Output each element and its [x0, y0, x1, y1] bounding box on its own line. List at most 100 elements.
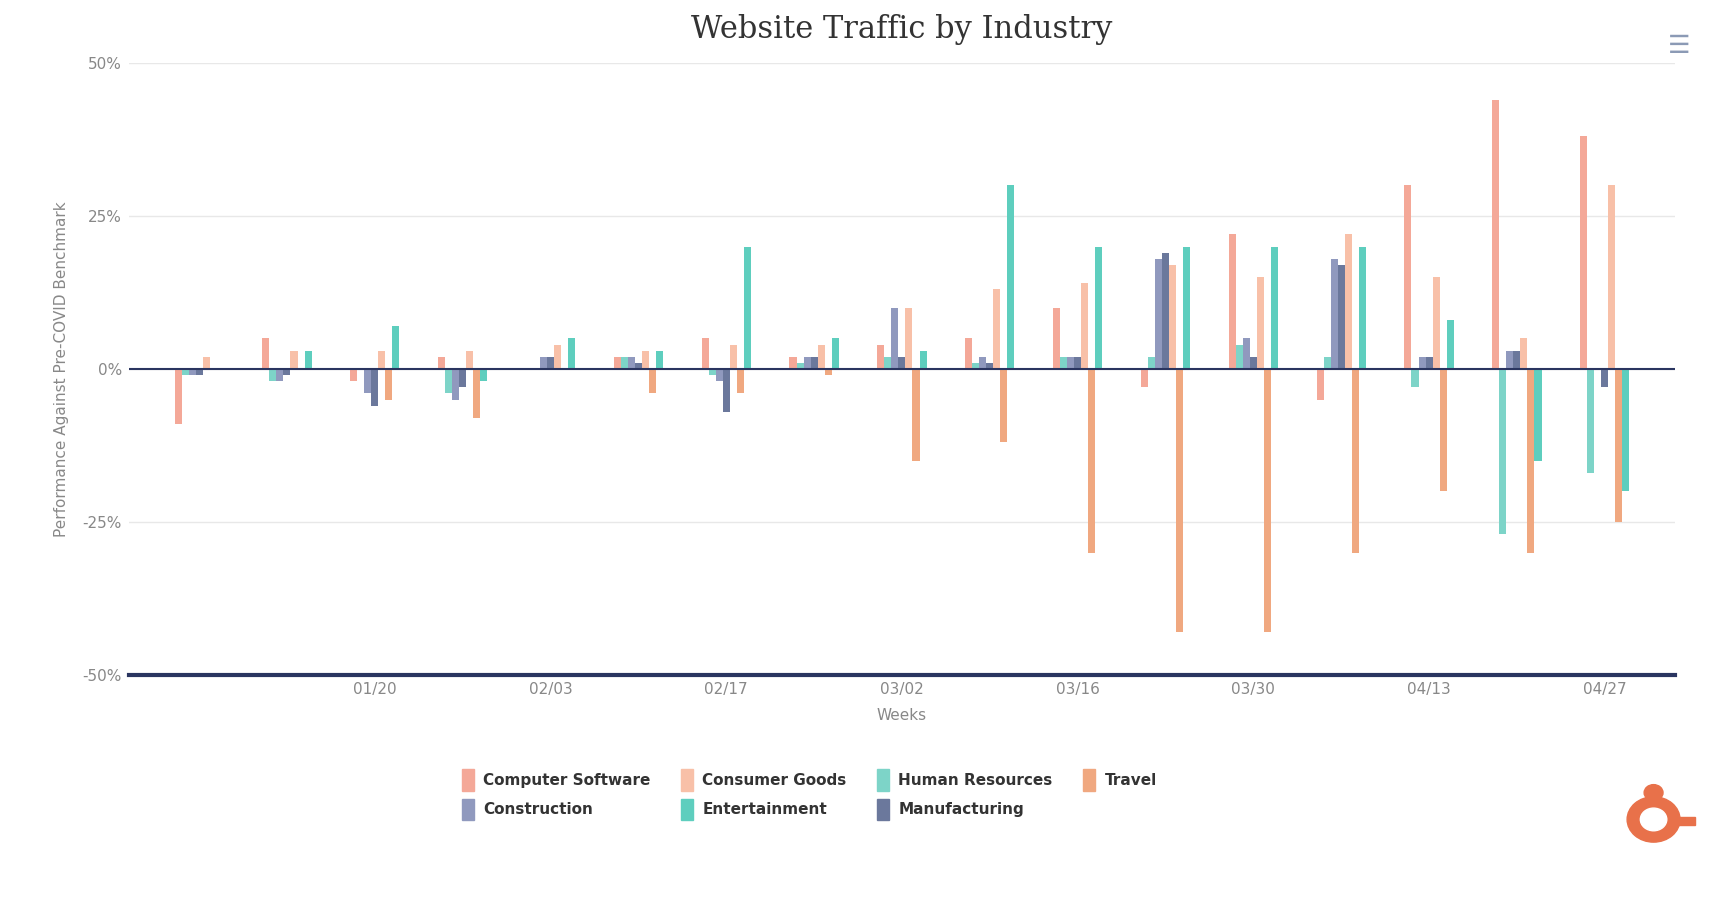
Bar: [1148, 356, 1154, 369]
Bar: [1177, 369, 1184, 632]
Bar: [723, 369, 730, 412]
Bar: [472, 369, 481, 418]
Bar: [1060, 356, 1067, 369]
Bar: [1096, 247, 1103, 369]
Bar: [277, 369, 283, 382]
Bar: [716, 369, 723, 382]
Bar: [1359, 247, 1366, 369]
Bar: [1622, 369, 1629, 491]
Bar: [620, 356, 627, 369]
Bar: [1338, 265, 1345, 369]
X-axis label: Weeks: Weeks: [876, 708, 928, 723]
Bar: [1675, 817, 1696, 825]
Bar: [546, 356, 553, 369]
Bar: [1527, 369, 1534, 553]
Bar: [1251, 356, 1258, 369]
Bar: [818, 345, 825, 369]
Legend: Computer Software, Construction, Consumer Goods, Entertainment, Human Resources,: Computer Software, Construction, Consume…: [455, 763, 1163, 826]
Bar: [1000, 369, 1007, 443]
Bar: [378, 351, 385, 369]
Bar: [481, 369, 488, 382]
Bar: [1352, 369, 1359, 553]
Bar: [790, 356, 797, 369]
Bar: [993, 290, 1000, 369]
Bar: [1581, 137, 1587, 369]
Bar: [966, 338, 972, 369]
Bar: [1520, 338, 1527, 369]
Bar: [627, 356, 636, 369]
Circle shape: [1627, 796, 1680, 842]
Bar: [438, 356, 445, 369]
Bar: [643, 351, 649, 369]
Bar: [539, 356, 546, 369]
Bar: [878, 345, 885, 369]
Bar: [1412, 369, 1419, 387]
Bar: [1447, 320, 1453, 369]
Bar: [832, 338, 838, 369]
Bar: [459, 369, 466, 387]
Bar: [1507, 351, 1514, 369]
Bar: [175, 369, 182, 424]
Bar: [1141, 369, 1148, 387]
Bar: [649, 369, 656, 393]
Bar: [392, 326, 400, 369]
Bar: [1053, 308, 1060, 369]
Bar: [636, 363, 643, 369]
Bar: [263, 338, 270, 369]
Bar: [1440, 369, 1447, 491]
Bar: [1514, 351, 1520, 369]
Text: ☰: ☰: [1668, 34, 1691, 58]
Bar: [708, 369, 716, 375]
Bar: [1081, 284, 1087, 369]
Circle shape: [1641, 808, 1666, 831]
Bar: [804, 356, 811, 369]
Bar: [986, 363, 993, 369]
Bar: [553, 345, 562, 369]
Bar: [1345, 234, 1352, 369]
Bar: [1074, 356, 1081, 369]
Y-axis label: Performance Against Pre-COVID Benchmark: Performance Against Pre-COVID Benchmark: [53, 202, 69, 536]
Bar: [1323, 356, 1331, 369]
Bar: [899, 356, 905, 369]
Bar: [283, 369, 290, 375]
Bar: [1493, 100, 1500, 369]
Bar: [466, 351, 472, 369]
Bar: [972, 363, 979, 369]
Title: Website Traffic by Industry: Website Traffic by Industry: [691, 14, 1113, 45]
Bar: [304, 351, 311, 369]
Bar: [1331, 259, 1338, 369]
Bar: [1264, 369, 1271, 632]
Bar: [1500, 369, 1507, 535]
Bar: [1433, 277, 1440, 369]
Bar: [1258, 277, 1264, 369]
Bar: [905, 308, 912, 369]
Bar: [1271, 247, 1278, 369]
Bar: [203, 356, 210, 369]
Bar: [892, 308, 899, 369]
Bar: [1534, 369, 1541, 461]
Bar: [270, 369, 277, 382]
Bar: [1007, 185, 1014, 369]
Bar: [613, 356, 620, 369]
Bar: [797, 363, 804, 369]
Bar: [1316, 369, 1323, 400]
Bar: [1601, 369, 1608, 387]
Bar: [919, 351, 926, 369]
Bar: [811, 356, 818, 369]
Bar: [1426, 356, 1433, 369]
Bar: [189, 369, 196, 375]
Bar: [1235, 345, 1242, 369]
Bar: [452, 369, 459, 400]
Bar: [825, 369, 832, 375]
Bar: [182, 369, 189, 375]
Bar: [1087, 369, 1096, 553]
Bar: [656, 351, 663, 369]
Bar: [1154, 259, 1161, 369]
Bar: [912, 369, 919, 461]
Bar: [196, 369, 203, 375]
Bar: [1587, 369, 1594, 473]
Bar: [1161, 253, 1168, 369]
Bar: [364, 369, 371, 393]
Bar: [1405, 185, 1412, 369]
Bar: [445, 369, 452, 393]
